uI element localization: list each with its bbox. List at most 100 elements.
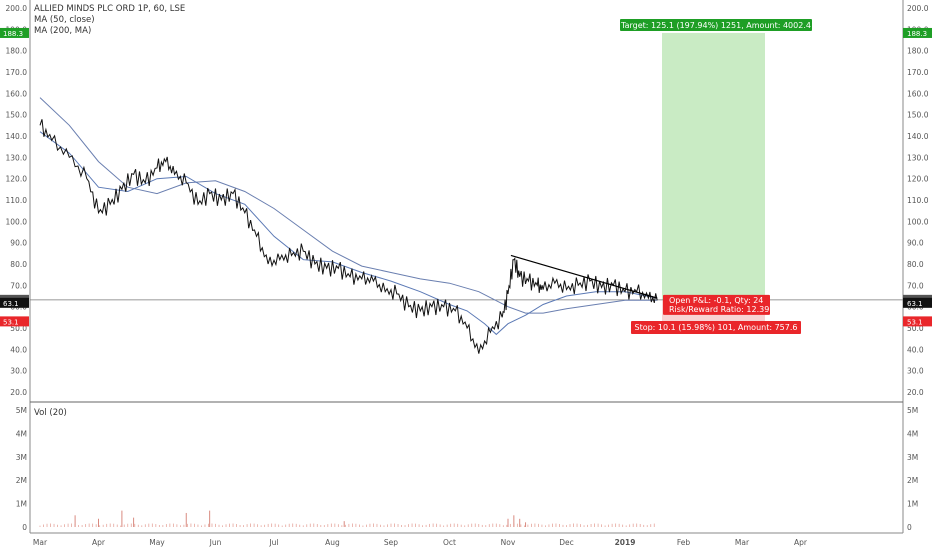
time-tick-label: Apr [92, 538, 106, 547]
target-price-badge-bg [903, 27, 932, 38]
time-tick-label: Oct [443, 538, 456, 547]
price-tick-label-right: 200.0 [907, 4, 929, 13]
stop-price-badge-text: 53.1 [907, 318, 923, 326]
price-tick-label-left: 120.0 [6, 175, 28, 184]
price-tick-label-left: 180.0 [6, 47, 28, 56]
volume-tick-label-left: 4M [16, 429, 27, 438]
stop-label-bg [631, 321, 801, 334]
price-tick-label-right: 50.0 [907, 324, 924, 333]
price-tick-label-right: 110.0 [907, 196, 929, 205]
price-tick-label-right: 70.0 [907, 281, 924, 290]
target-price-badge-bg [0, 27, 29, 38]
stop-price-badge-right: 53.1 [903, 316, 932, 327]
time-tick-label: Apr [794, 538, 808, 547]
volume-tick-label-right: 3M [907, 453, 918, 462]
target-price-badge-right: 188.3 [903, 27, 932, 38]
close-price-badge-right: 63.1 [903, 297, 932, 308]
target-price-badge-left: 188.3 [0, 27, 29, 38]
price-tick-label-right: 40.0 [907, 345, 924, 354]
volume-legend: Vol (20) [34, 408, 67, 418]
price-tick-label-right: 30.0 [907, 367, 924, 376]
ma200-line [39, 97, 658, 314]
stop-price-badge-text: 53.1 [3, 318, 19, 326]
price-tick-label-right: 160.0 [907, 89, 929, 98]
rr-label-text: Risk/Reward Ratio: 12.39 [669, 305, 769, 314]
close-price-badge-bg [903, 297, 932, 308]
time-tick-label: Jun [209, 538, 222, 547]
stop-label-text: Stop: 10.1 (15.98%) 101, Amount: 757.6 [634, 323, 797, 332]
volume-tick-label-right: 2M [907, 476, 918, 485]
close-price-badge-text: 63.1 [3, 300, 19, 308]
price-tick-label-right: 100.0 [907, 217, 929, 226]
time-tick-label: Dec [559, 538, 574, 547]
ma200-legend: MA (200, MA) [34, 26, 92, 36]
target-price-badge-text: 188.3 [3, 30, 23, 38]
time-tick-label: Mar [735, 538, 750, 547]
trendline [510, 254, 658, 299]
volume-tick-label-left: 3M [16, 453, 27, 462]
price-tick-label-right: 170.0 [907, 68, 929, 77]
target-zone [662, 32, 765, 300]
price-tick-label-left: 20.0 [10, 388, 27, 397]
price-tick-label-left: 160.0 [6, 89, 28, 98]
target-label: Target: 125.1 (197.94%) 1251, Amount: 40… [620, 19, 812, 31]
price-tick-label-right: 80.0 [907, 260, 924, 269]
price-tick-label-left: 110.0 [6, 196, 28, 205]
volume-tick-label-left: 2M [16, 476, 27, 485]
price-tick-label-left: 80.0 [10, 260, 27, 269]
price-tick-label-left: 40.0 [10, 345, 27, 354]
time-tick-label: Sep [384, 538, 398, 547]
volume-tick-label-right: 5M [907, 406, 918, 415]
close-price-badge-bg [0, 297, 29, 308]
price-tick-label-left: 170.0 [6, 68, 28, 77]
ma50-legend: MA (50, close) [34, 15, 95, 25]
price-tick-label-left: 50.0 [10, 324, 27, 333]
volume-tick-label-left: 0 [22, 523, 27, 532]
price-tick-label-left: 100.0 [6, 217, 28, 226]
close-price-badge-left: 63.1 [0, 297, 29, 308]
volume-tick-label-right: 4M [907, 429, 918, 438]
price-tick-label-left: 130.0 [6, 153, 28, 162]
price-tick-label-left: 70.0 [10, 281, 27, 290]
stop-price-badge-bg [903, 316, 932, 327]
price-tick-label-right: 140.0 [907, 132, 929, 141]
stop-price-badge-bg [0, 316, 29, 327]
price-tick-label-left: 140.0 [6, 132, 28, 141]
price-tick-label-left: 200.0 [6, 4, 28, 13]
chart-legend: ALLIED MINDS PLC ORD 1P, 60, LSE MA (50,… [34, 4, 185, 37]
price-tick-label-right: 90.0 [907, 239, 924, 248]
time-tick-label: Nov [501, 538, 516, 547]
volume-tick-label-left: 1M [16, 500, 27, 509]
volume-tick-label-left: 5M [16, 406, 27, 415]
ma50-line [39, 131, 658, 336]
price-tick-label-right: 180.0 [907, 47, 929, 56]
price-tick-label-left: 30.0 [10, 367, 27, 376]
target-price-badge-text: 188.3 [907, 30, 927, 38]
volume-tick-label-right: 1M [907, 500, 918, 509]
time-tick-label: Jul [268, 538, 278, 547]
pnl-label-text: Open P&L: -0.1, Qty: 24 [669, 296, 763, 305]
time-tick-label: Feb [677, 538, 691, 547]
time-tick-label: Aug [325, 538, 340, 547]
price-tick-label-right: 150.0 [907, 111, 929, 120]
time-tick-label: 2019 [615, 538, 636, 547]
stop-label: Stop: 10.1 (15.98%) 101, Amount: 757.6 [631, 321, 801, 334]
price-line [39, 119, 658, 354]
price-tick-label-right: 20.0 [907, 388, 924, 397]
symbol-title: ALLIED MINDS PLC ORD 1P, 60, LSE [34, 4, 186, 14]
price-tick-label-right: 130.0 [907, 153, 929, 162]
stop-price-badge-left: 53.1 [0, 316, 29, 327]
price-tick-label-right: 120.0 [907, 175, 929, 184]
target-label-bg [620, 19, 812, 31]
pnl-label-bg [663, 294, 770, 315]
volume-tick-label-right: 0 [907, 523, 912, 532]
time-tick-label: May [149, 538, 165, 547]
price-tick-label-left: 150.0 [6, 111, 28, 120]
time-tick-label: Mar [33, 538, 48, 547]
target-label-text: Target: 125.1 (197.94%) 1251, Amount: 40… [620, 21, 811, 30]
close-price-badge-text: 63.1 [907, 300, 923, 308]
price-tick-label-left: 90.0 [10, 239, 27, 248]
